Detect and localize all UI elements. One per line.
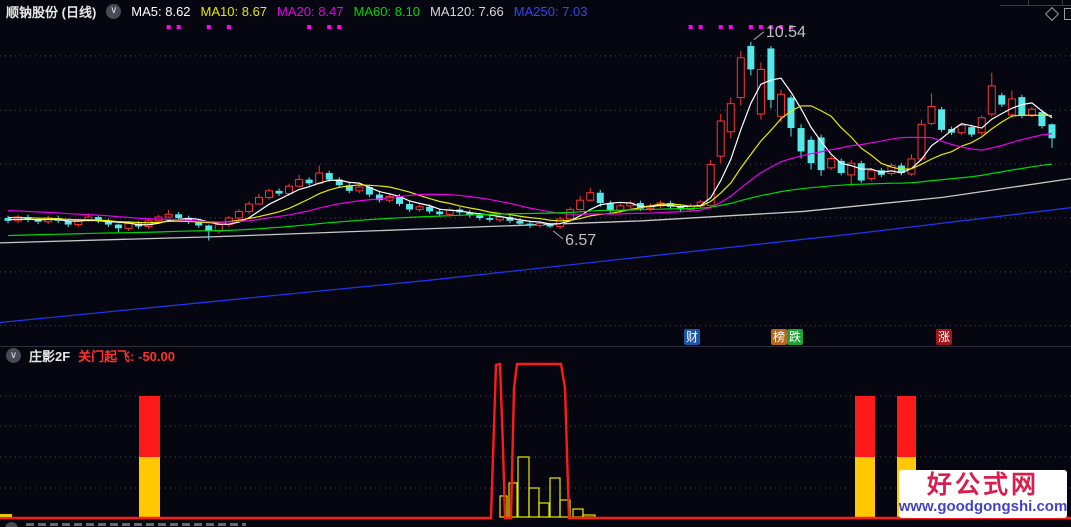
- ma5-label: MA5: 8.62: [131, 3, 191, 19]
- ma60-label: MA60: 8.10: [353, 3, 421, 19]
- top-border-tick: [1028, 0, 1029, 5]
- indicator-panel-title: 庄影2F: [29, 349, 71, 364]
- ma20-label: MA20: 8.47: [277, 3, 344, 19]
- main-chart-header: 顺钠股份 (日线) ∨ MA5: 8.62 MA10: 8.67 MA20: 8…: [0, 0, 1071, 22]
- badge-die[interactable]: 跌: [787, 329, 803, 345]
- chevron-down-icon[interactable]: ∨: [106, 3, 122, 19]
- maximize-icon[interactable]: [1064, 8, 1071, 20]
- ma10-label: MA10: 8.67: [200, 3, 268, 19]
- panel-divider: [0, 346, 1071, 347]
- top-border-tick: [1062, 0, 1063, 5]
- svg-text:10.54: 10.54: [766, 24, 806, 41]
- clipped-panel-header: [0, 521, 1071, 527]
- watermark: 好公式网 www.goodgongshi.com: [899, 470, 1067, 518]
- chevron-down-icon: [5, 522, 18, 527]
- clipped-text-remnants: [26, 523, 246, 526]
- badge-bang[interactable]: 榜: [771, 329, 787, 345]
- indicator-value-label: 关门起飞: -50.00: [78, 349, 175, 364]
- svg-text:6.57: 6.57: [565, 232, 596, 249]
- chevron-down-icon[interactable]: ∨: [6, 348, 21, 363]
- ma120-label: MA120: 7.66: [430, 3, 504, 19]
- main-candlestick-chart[interactable]: 10.54 6.57: [0, 22, 1071, 347]
- indicator-panel-header: ∨ 庄影2F 关门起飞: -50.00: [0, 348, 1071, 364]
- watermark-brand: 好公式网: [926, 470, 1039, 499]
- top-border-line: [1000, 5, 1071, 6]
- badge-cai[interactable]: 财: [684, 329, 700, 345]
- watermark-url: www.goodgongshi.com: [898, 497, 1068, 515]
- badge-zhang[interactable]: 涨: [936, 329, 952, 345]
- ma250-label: MA250: 7.03: [513, 3, 588, 19]
- stock-title: 顺钠股份 (日线): [6, 4, 97, 20]
